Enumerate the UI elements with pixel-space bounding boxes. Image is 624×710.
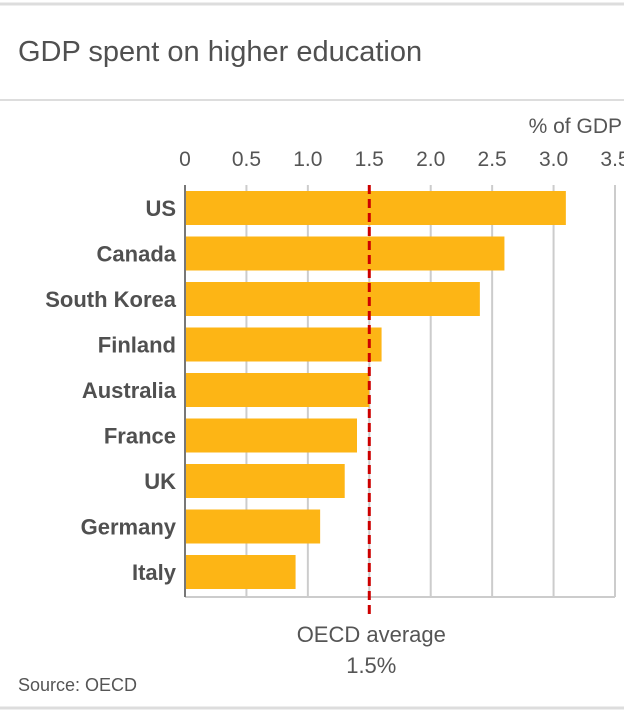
bar-france xyxy=(185,418,357,453)
bar-uk xyxy=(185,464,345,498)
x-tick-label: 2.0 xyxy=(416,148,445,171)
category-label: Canada xyxy=(97,242,177,267)
category-label: South Korea xyxy=(45,287,177,312)
category-label: France xyxy=(104,424,176,449)
category-label: Australia xyxy=(82,378,177,403)
category-label: Italy xyxy=(132,560,177,585)
category-label: Finland xyxy=(98,333,176,358)
bar-south-korea xyxy=(185,282,480,316)
bar-canada xyxy=(185,236,505,271)
oecd-average-value: 1.5% xyxy=(346,653,396,678)
x-tick-label: 3.0 xyxy=(539,148,568,171)
x-tick-label: 1.5 xyxy=(355,148,384,171)
bar-australia xyxy=(185,373,370,407)
bar-us xyxy=(185,191,566,225)
source-note: Source: OECD xyxy=(18,675,137,695)
oecd-average-label: OECD average xyxy=(297,622,446,647)
x-tick-label: 1.0 xyxy=(293,148,322,171)
chart-title: GDP spent on higher education xyxy=(18,36,422,68)
category-label: Germany xyxy=(81,515,177,540)
x-tick-label: 2.5 xyxy=(478,148,507,171)
category-label: US xyxy=(145,196,176,221)
x-tick-label: 0.5 xyxy=(232,148,261,171)
category-label: UK xyxy=(144,469,176,494)
x-axis-label: % of GDP xyxy=(529,115,622,138)
x-tick-label: 3.5 xyxy=(600,148,624,171)
bar-finland xyxy=(185,327,382,362)
bar-italy xyxy=(185,555,296,589)
x-tick-label: 0 xyxy=(179,148,191,171)
bar-germany xyxy=(185,509,321,544)
